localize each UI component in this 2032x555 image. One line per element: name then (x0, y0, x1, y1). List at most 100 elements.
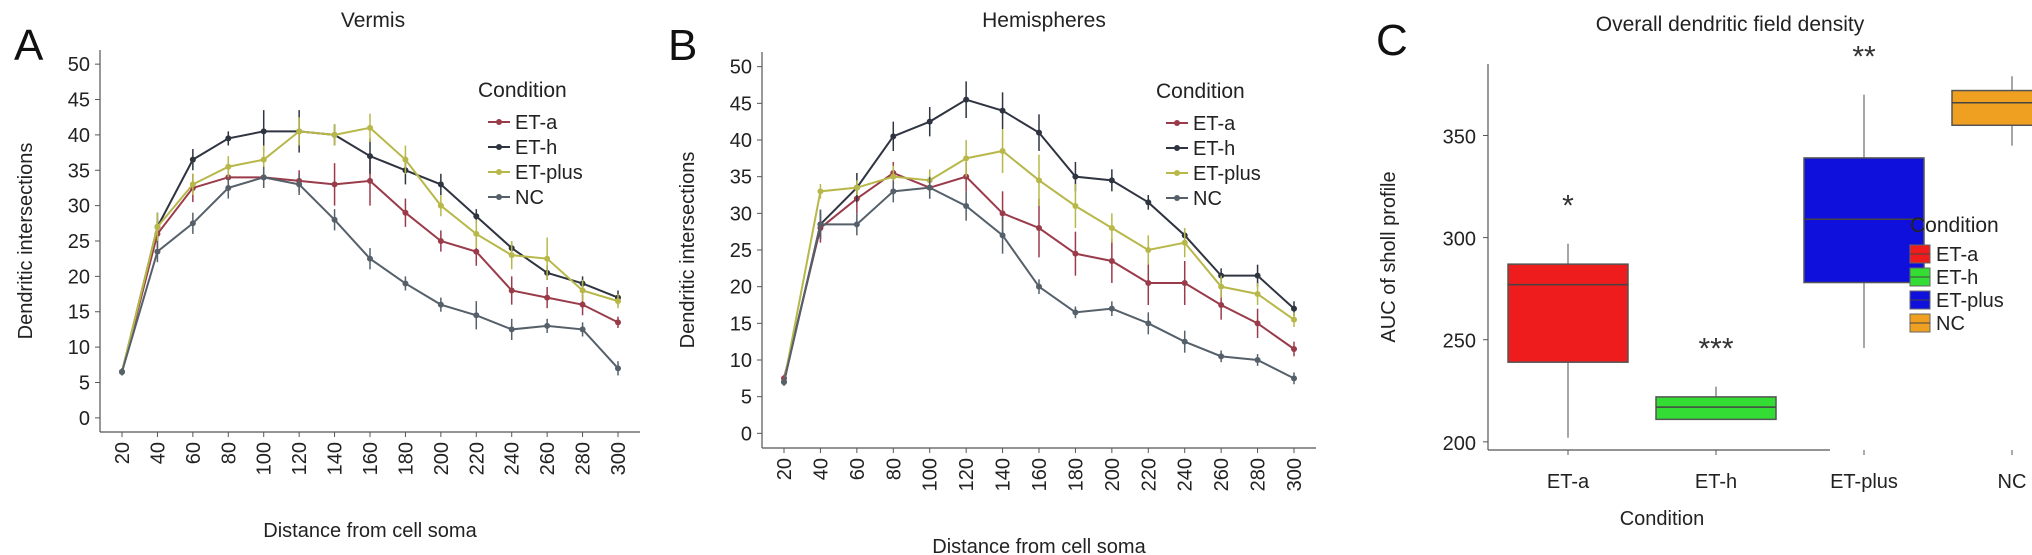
x-tick-label: 280 (1248, 458, 1270, 491)
data-point-et-plus (544, 255, 551, 262)
chart-title-a: Vermis (341, 9, 405, 32)
data-point-et-plus (508, 252, 515, 259)
data-point-nc (1145, 320, 1152, 327)
y-tick-label: 0 (741, 423, 752, 445)
legend-title: Condition (1156, 80, 1245, 103)
x-axis-label: Distance from cell soma (263, 520, 477, 542)
data-point-et-h (1072, 173, 1079, 180)
x-tick-label: 240 (1175, 458, 1197, 491)
data-point-et-h (189, 156, 196, 163)
x-tick-label: 300 (608, 442, 630, 475)
data-point-et-h (225, 135, 232, 142)
y-tick-label: 10 (730, 350, 752, 372)
data-point-nc (963, 203, 970, 209)
x-tick-label: 100 (254, 442, 276, 475)
data-point-et-a (615, 319, 621, 326)
x-tick-label: 240 (502, 442, 524, 475)
data-point-nc (579, 326, 586, 333)
y-tick-label: 25 (730, 240, 752, 262)
data-point-et-a (1254, 320, 1261, 327)
y-tick-label: 0 (79, 408, 90, 430)
legend-label-nc: NC (1936, 313, 1965, 335)
x-tick-label: NC (1998, 471, 2027, 493)
x-tick-label: 200 (431, 442, 453, 475)
legend-marker-nc (496, 194, 502, 200)
y-tick-label: 20 (68, 266, 90, 288)
data-point-et-h (999, 107, 1006, 114)
data-point-nc (189, 220, 196, 227)
y-tick-label: 50 (730, 57, 752, 79)
y-tick-label: 20 (730, 277, 752, 299)
data-point-et-plus (853, 184, 860, 191)
data-point-et-a (1036, 225, 1042, 231)
data-point-nc (1036, 283, 1042, 290)
data-point-nc (615, 365, 621, 372)
panel-letter-c: C (1376, 16, 1408, 65)
data-point-et-plus (154, 223, 161, 230)
significance-et-plus: ** (1852, 41, 1876, 74)
panel-a: A Vermis 0 5 10 15 20 25 30 35 40 45 50 20 40 60 80 100 1… (14, 9, 640, 542)
data-point-et-a (367, 177, 373, 184)
data-point-et-h (926, 118, 933, 125)
data-point-et-a (544, 294, 551, 301)
data-point-et-a (1291, 346, 1297, 352)
data-point-et-h (1036, 129, 1042, 136)
legend-label-et-a: ET-a (1193, 113, 1236, 135)
x-tick-label: 260 (1211, 458, 1233, 491)
x-tick-label: 40 (147, 442, 169, 464)
data-point-et-plus (473, 230, 480, 237)
data-point-nc (331, 216, 338, 223)
x-tick-label: 140 (993, 458, 1015, 491)
data-point-nc (1108, 305, 1115, 312)
legend-label-et-a: ET-a (1936, 244, 1979, 266)
y-tick-label: 35 (730, 167, 752, 189)
data-point-et-a (1108, 258, 1115, 264)
data-point-et-h (1145, 199, 1152, 206)
legend-title: Condition (1910, 214, 1999, 237)
y-tick-label: 5 (741, 387, 752, 409)
x-tick-label: 220 (466, 442, 488, 475)
legend-title: Condition (478, 79, 567, 102)
box-et-plus (1803, 157, 1925, 284)
y-tick-label: 300 (1443, 229, 1476, 251)
x-tick-label: 40 (810, 458, 832, 480)
x-tick-label: ET-a (1547, 471, 1590, 493)
data-point-nc (926, 184, 933, 191)
y-axis-label: Dendritic intersections (15, 143, 37, 340)
y-tick-label: 30 (730, 203, 752, 225)
data-point-et-plus (1218, 283, 1225, 290)
panel-c: C Overall dendritic field density 200 250 3… (1376, 13, 2032, 530)
x-tick-label: 60 (847, 458, 869, 480)
legend-label-et-plus: ET-plus (515, 162, 583, 184)
legend-marker-et-plus (1174, 170, 1180, 176)
data-point-et-h (1254, 272, 1261, 279)
x-tick-label: 100 (920, 458, 942, 491)
data-point-et-plus (1145, 247, 1152, 253)
data-point-nc (119, 368, 125, 375)
x-tick-label: 220 (1138, 458, 1160, 491)
x-tick-label: 120 (956, 458, 978, 491)
x-tick-label: 260 (537, 442, 559, 475)
data-point-et-a (1218, 302, 1225, 308)
data-point-nc (296, 181, 303, 188)
data-point-et-h (1108, 177, 1115, 184)
legend-marker-et-a (1174, 120, 1180, 126)
legend-marker-et-h (1174, 145, 1180, 151)
x-tick-label: 200 (1102, 458, 1124, 491)
data-point-nc (508, 326, 515, 333)
y-tick-label: 40 (68, 125, 90, 147)
data-point-et-h (437, 181, 444, 188)
data-point-et-plus (260, 156, 267, 163)
y-tick-label: 50 (68, 54, 90, 76)
data-point-et-plus (890, 173, 897, 180)
data-point-et-plus (1072, 203, 1079, 209)
data-point-nc (781, 379, 787, 385)
x-tick-label: 80 (883, 458, 905, 480)
y-tick-label: 200 (1443, 433, 1476, 455)
data-point-et-plus (331, 131, 338, 138)
x-axis-label: Distance from cell soma (932, 536, 1146, 555)
x-tick-label: 120 (289, 442, 311, 475)
data-point-et-plus (1254, 291, 1261, 297)
legend-marker-nc (1174, 195, 1180, 201)
x-tick-label: 80 (218, 442, 240, 464)
